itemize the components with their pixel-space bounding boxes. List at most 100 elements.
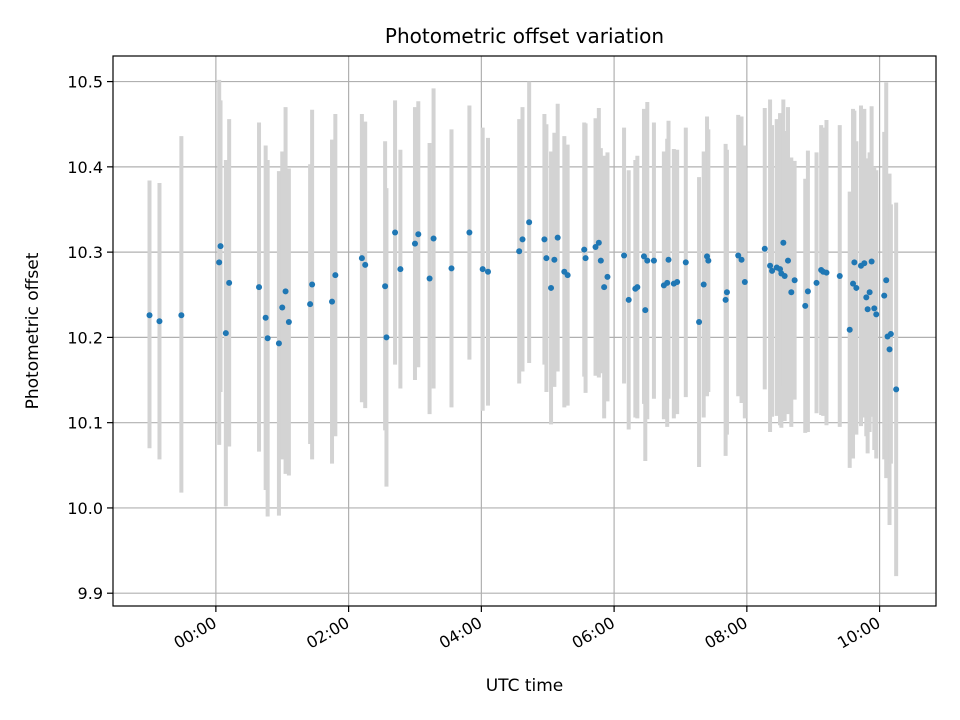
data-point — [893, 386, 900, 393]
data-point — [780, 239, 787, 246]
data-point — [564, 272, 571, 279]
data-point — [595, 239, 602, 246]
data-point — [741, 278, 748, 285]
data-point — [543, 255, 550, 262]
data-point — [851, 259, 858, 266]
data-point — [362, 261, 369, 268]
data-point — [146, 312, 153, 319]
data-point — [415, 231, 422, 238]
data-point — [226, 279, 233, 286]
data-point — [788, 289, 795, 296]
data-point — [397, 266, 404, 273]
data-point — [642, 307, 649, 314]
y-tick-label: 10.1 — [67, 414, 103, 433]
data-point — [466, 229, 473, 236]
data-point — [853, 284, 860, 291]
data-point — [601, 284, 608, 291]
data-points — [146, 219, 900, 393]
data-point — [723, 289, 730, 296]
y-tick-label: 10.0 — [67, 499, 103, 518]
data-point — [674, 278, 681, 285]
data-point — [430, 235, 437, 242]
data-point — [769, 267, 776, 274]
data-point — [448, 265, 455, 272]
data-point — [863, 294, 870, 301]
data-point — [621, 252, 628, 259]
data-point — [640, 253, 647, 260]
data-point — [592, 244, 599, 251]
data-point — [682, 259, 689, 266]
data-point — [850, 280, 857, 287]
data-point — [307, 301, 314, 308]
data-point — [634, 284, 641, 291]
data-point — [581, 246, 588, 253]
data-point — [836, 273, 843, 279]
data-point — [582, 255, 589, 262]
data-point — [735, 252, 742, 259]
data-point — [813, 279, 820, 286]
data-point — [217, 243, 224, 250]
data-point — [802, 302, 809, 309]
data-point — [791, 277, 798, 284]
data-point — [156, 318, 163, 325]
data-point — [883, 277, 890, 284]
data-point — [262, 314, 269, 321]
data-point — [309, 281, 316, 288]
data-point — [178, 312, 185, 319]
data-point — [329, 298, 336, 305]
data-point — [392, 229, 399, 236]
y-tick-label: 10.5 — [67, 73, 103, 92]
data-point — [650, 257, 657, 264]
data-point — [767, 262, 774, 269]
data-point — [644, 257, 651, 264]
data-point — [597, 257, 604, 264]
data-point — [625, 296, 632, 303]
data-point — [881, 292, 888, 299]
data-point — [551, 256, 558, 263]
y-tick-label: 10.3 — [67, 243, 103, 262]
data-point — [426, 275, 433, 282]
data-point — [554, 234, 561, 241]
data-point — [722, 296, 729, 303]
data-point — [868, 258, 875, 265]
data-point — [526, 219, 533, 226]
y-tick-label: 10.4 — [67, 158, 103, 177]
data-point — [846, 326, 853, 333]
y-tick-label: 9.9 — [78, 584, 103, 603]
data-point — [705, 257, 712, 264]
data-point — [866, 289, 873, 296]
data-point — [886, 346, 893, 353]
data-point — [548, 284, 555, 291]
data-point — [484, 268, 491, 275]
chart-title: Photometric offset variation — [385, 24, 664, 48]
data-point — [332, 272, 339, 279]
y-tick-label: 10.2 — [67, 328, 103, 347]
data-point — [382, 283, 389, 290]
data-point — [479, 266, 486, 273]
data-point — [516, 248, 523, 255]
data-point — [222, 330, 229, 337]
data-point — [279, 304, 286, 311]
data-point — [541, 236, 548, 243]
plot-frame — [112, 55, 937, 607]
data-point — [604, 273, 611, 280]
data-point — [696, 319, 703, 326]
data-point — [804, 288, 811, 295]
data-point — [665, 256, 672, 263]
data-point — [358, 255, 365, 262]
data-point — [664, 279, 671, 286]
data-point — [738, 256, 745, 263]
y-axis: 9.9 10.0 10.1 10.2 10.3 10.4 10.5 — [67, 73, 113, 603]
data-point — [781, 273, 788, 279]
data-point — [282, 288, 289, 295]
data-point — [216, 259, 223, 266]
data-point — [275, 340, 282, 347]
data-point — [383, 334, 390, 341]
y-axis-label: Photometric offset — [23, 252, 43, 409]
data-point — [411, 240, 418, 247]
data-point — [761, 245, 768, 252]
x-axis-label: UTC time — [486, 676, 564, 696]
data-point — [873, 311, 880, 318]
data-point — [861, 260, 868, 267]
